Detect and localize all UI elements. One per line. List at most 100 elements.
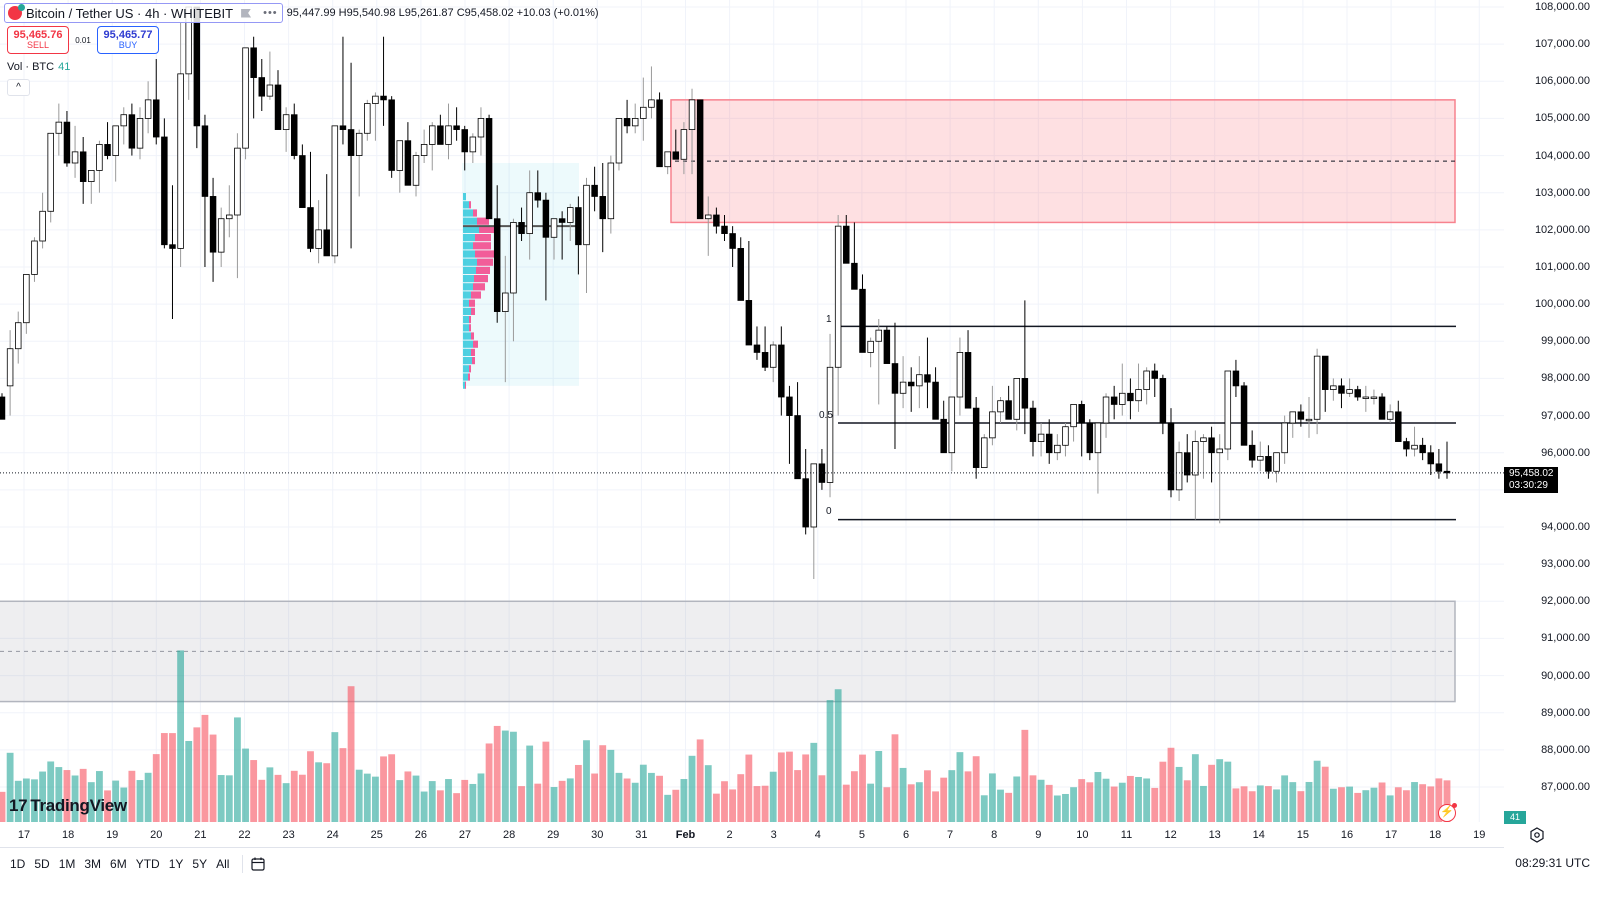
grid xyxy=(0,0,1504,822)
price-tick: 100,000.00 xyxy=(1534,298,1590,311)
time-tick: 30 xyxy=(591,829,604,841)
price-tick: 102,000.00 xyxy=(1534,223,1590,236)
current-price: 95,458.02 xyxy=(1509,468,1554,479)
time-tick: 18 xyxy=(61,829,75,841)
chart-settings-icon[interactable] xyxy=(1528,826,1546,844)
range-button-1d[interactable]: 1D xyxy=(10,857,26,871)
bar-countdown: 03:30:29 xyxy=(1509,480,1548,491)
price-tick: 108,000.00 xyxy=(1534,1,1590,13)
time-tick: 22 xyxy=(238,829,251,841)
time-tick: 27 xyxy=(458,829,472,841)
range-button-6m[interactable]: 6M xyxy=(110,857,127,871)
fib-level-0-label: 0 xyxy=(826,506,832,517)
volume-profile-range[interactable] xyxy=(462,163,579,386)
time-tick: 21 xyxy=(194,829,207,841)
lightning-alert-icon[interactable]: ⚡ xyxy=(1438,803,1457,822)
buy-price: 95,465.77 xyxy=(103,28,153,41)
time-tick: 13 xyxy=(1208,829,1221,841)
range-button-3m[interactable]: 3M xyxy=(84,857,102,871)
time-tick: 29 xyxy=(547,829,560,841)
price-tick: 93,000.00 xyxy=(1541,558,1590,571)
time-tick: Feb xyxy=(675,829,696,841)
time-tick: 18 xyxy=(1429,829,1442,841)
time-tick: 24 xyxy=(326,829,339,841)
time-tick: 12 xyxy=(1164,829,1177,841)
price-tick: 97,000.00 xyxy=(1541,409,1590,422)
utc-clock[interactable]: 08:29:31 UTC xyxy=(1515,856,1590,870)
ohlc-values: 95,447.99 H95,540.98 L95,261.87 C95,458.… xyxy=(286,7,599,19)
time-tick: 11 xyxy=(1120,829,1133,841)
range-button-all[interactable]: All xyxy=(216,857,230,871)
exchange-logo-icon xyxy=(8,4,25,20)
volume-legend-value: 41 xyxy=(58,61,71,73)
tradingview-logo-icon: 17 xyxy=(9,796,28,815)
time-tick: 6 xyxy=(902,829,910,841)
volume-axis-label: 41 xyxy=(1504,811,1526,824)
time-tick: 19 xyxy=(106,829,119,841)
range-button-5y[interactable]: 5Y xyxy=(192,857,208,871)
chart-plot-area[interactable] xyxy=(0,0,1504,822)
spread-value: 0.01 xyxy=(75,35,91,45)
time-tick: 5 xyxy=(858,829,865,841)
price-tick: 99,000.00 xyxy=(1541,335,1590,348)
price-tick: 91,000.00 xyxy=(1541,632,1590,645)
price-tick: 106,000.00 xyxy=(1534,75,1590,88)
time-tick: 3 xyxy=(770,829,777,841)
toolbar-divider xyxy=(242,855,244,873)
symbol-selector[interactable]: Bitcoin / Tether US · 4h · WHITEBIT ••• xyxy=(4,3,283,23)
sell-price: 95,465.76 xyxy=(13,28,63,41)
time-axis[interactable]: 17 18 19 20 21 22 23 24 25 26 27 28 29 30 31 Feb 2 3 4 5 6 7 8… xyxy=(0,822,1504,848)
volume-bars xyxy=(0,650,1451,822)
time-tick: 14 xyxy=(1252,829,1265,841)
trade-buttons: 95,465.76 SELL 0.01 95,465.77 BUY xyxy=(7,26,159,54)
time-tick: 2 xyxy=(726,829,733,841)
time-tick: 17 xyxy=(1384,829,1398,841)
range-button-ytd[interactable]: YTD xyxy=(135,857,160,871)
more-horizontal-icon[interactable]: ••• xyxy=(263,7,278,19)
price-tick: 107,000.00 xyxy=(1534,38,1590,51)
price-tick: 105,000.00 xyxy=(1534,112,1590,125)
time-tick: 9 xyxy=(1035,829,1042,841)
tradingview-logo[interactable]: 17 TradingView xyxy=(9,796,127,816)
candles xyxy=(0,6,1451,580)
bottom-toolbar: 1D 5D 1M 3M 6M YTD 1Y 5Y All xyxy=(0,849,1600,879)
time-tick: 4 xyxy=(814,829,821,841)
time-tick: 10 xyxy=(1076,829,1089,841)
price-axis[interactable]: 108,000.00 107,000.00 106,000.00 105,000.00… xyxy=(1504,0,1600,822)
price-tick: 89,000.00 xyxy=(1541,706,1590,719)
time-tick: 8 xyxy=(991,829,998,841)
price-tick: 94,000.00 xyxy=(1541,521,1590,533)
collapse-legend-button[interactable]: ^ xyxy=(7,79,30,96)
flag-icon[interactable] xyxy=(241,8,252,18)
sell-button[interactable]: 95,465.76 SELL xyxy=(7,26,69,54)
buy-button[interactable]: 95,465.77 BUY xyxy=(97,26,159,54)
range-button-1m[interactable]: 1M xyxy=(58,857,76,871)
time-tick: 23 xyxy=(282,829,295,841)
range-button-5d[interactable]: 5D xyxy=(34,857,50,871)
price-tick: 90,000.00 xyxy=(1541,669,1590,682)
time-tick: 7 xyxy=(947,829,954,841)
buy-label: BUY xyxy=(118,40,138,51)
price-tick: 104,000.00 xyxy=(1534,149,1590,162)
price-tick: 87,000.00 xyxy=(1541,781,1590,793)
time-tick: 17 xyxy=(17,829,31,841)
price-tick: 88,000.00 xyxy=(1541,743,1590,756)
time-tick: 19 xyxy=(1473,829,1486,841)
candlestick-chart[interactable] xyxy=(0,0,1504,822)
time-tick: 20 xyxy=(150,829,163,841)
volume-legend[interactable]: Vol · BTC 41 xyxy=(7,61,70,73)
time-tick: 28 xyxy=(502,829,516,841)
sell-label: SELL xyxy=(26,40,50,51)
symbol-legend: Bitcoin / Tether US · 4h · WHITEBIT ••• … xyxy=(4,3,599,23)
time-tick: 26 xyxy=(414,829,428,841)
date-range-buttons: 1D 5D 1M 3M 6M YTD 1Y 5Y All xyxy=(10,857,238,871)
price-tick: 103,000.00 xyxy=(1534,186,1590,199)
volume-legend-label: Vol · BTC xyxy=(7,61,55,73)
current-price-label: 95,458.02 03:30:29 xyxy=(1504,467,1558,493)
time-tick: 16 xyxy=(1340,829,1354,841)
time-tick: 15 xyxy=(1296,829,1310,841)
range-button-1y[interactable]: 1Y xyxy=(168,857,184,871)
calendar-goto-date-icon[interactable] xyxy=(249,855,267,873)
symbol-title: Bitcoin / Tether US · 4h · WHITEBIT xyxy=(26,5,234,21)
